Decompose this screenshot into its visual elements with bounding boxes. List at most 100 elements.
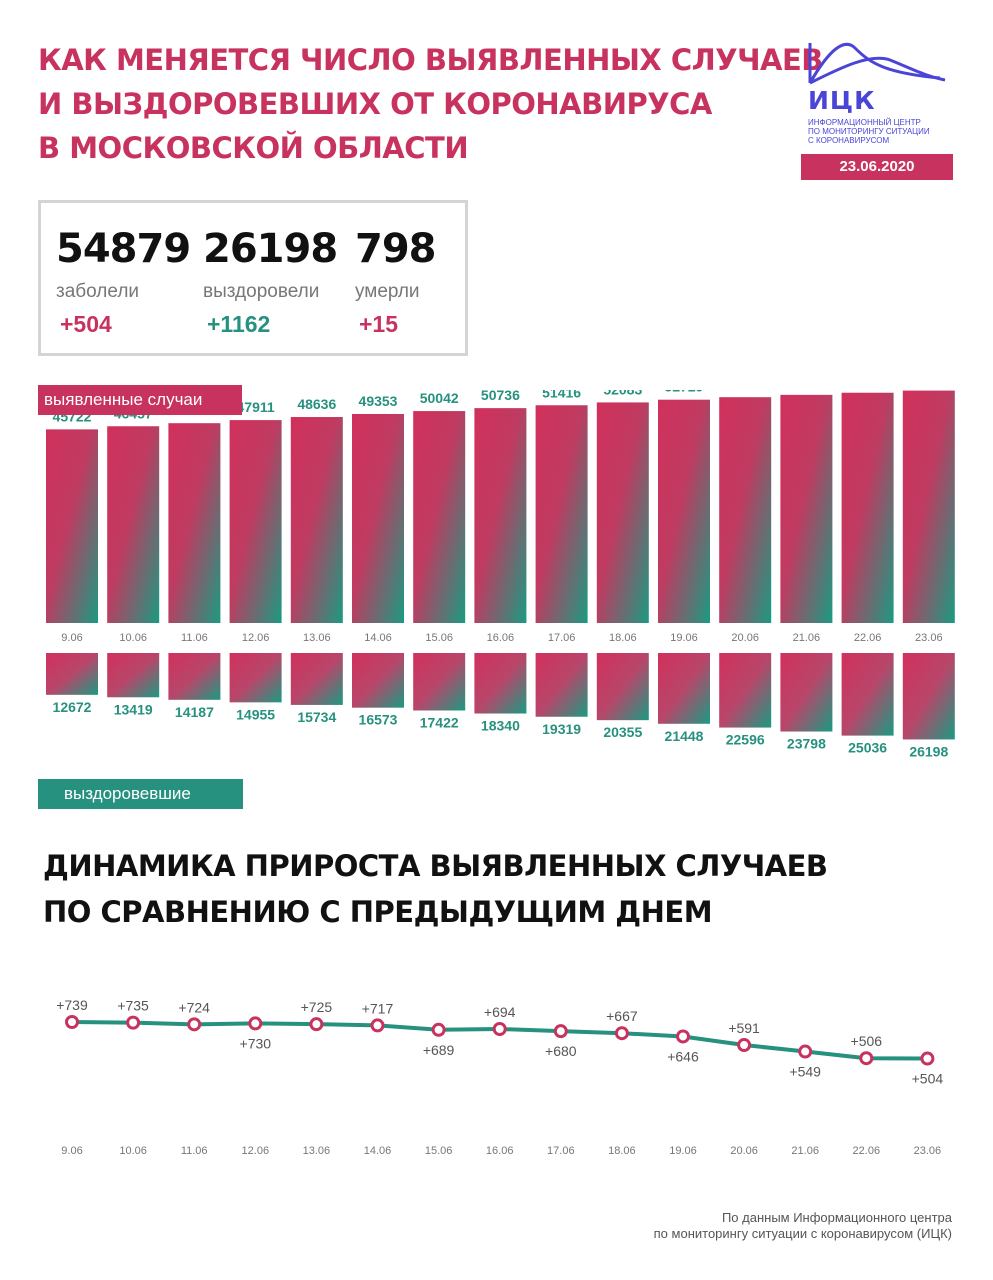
recovered-value-label: 26198 bbox=[909, 743, 948, 759]
cases-value-label: 52083 bbox=[603, 390, 642, 397]
recovered-value-label: 22596 bbox=[726, 732, 765, 748]
logo-subtitle: ИНФОРМАЦИОННЫЙ ЦЕНТР ПО МОНИТОРИНГУ СИТУ… bbox=[808, 118, 958, 145]
cases-bar bbox=[780, 394, 833, 623]
stat-infected: 54879 заболели +504 bbox=[56, 225, 191, 337]
cases-bar bbox=[46, 429, 98, 623]
recovered-bar bbox=[352, 653, 404, 708]
recovered-value-label: 19319 bbox=[542, 721, 581, 737]
stat-delta: +504 bbox=[60, 311, 112, 337]
growth-point bbox=[431, 1022, 446, 1037]
growth-points: +739 +735 +724 +730 +725 +717 +689 +694 +680 +667… bbox=[56, 997, 943, 1087]
logo-subtitle-line: ПО МОНИТОРИНГУ СИТУАЦИИ bbox=[808, 127, 930, 136]
cases-bar bbox=[902, 390, 955, 623]
growth-value-label: +689 bbox=[423, 1042, 455, 1058]
bar-date-label: 17.06 bbox=[548, 632, 576, 644]
recovered-bar bbox=[107, 653, 160, 698]
stats-box: 54879 заболели +504 26198 выздоровели +1… bbox=[38, 200, 468, 356]
bar-date-label: 15.06 bbox=[425, 632, 453, 644]
growth-date-label: 19.06 bbox=[669, 1145, 697, 1157]
stat-deaths: 798 умерли +15 bbox=[355, 225, 436, 337]
source-note: По данным Информационного центра по мони… bbox=[654, 1210, 952, 1242]
recovered-bar bbox=[658, 653, 710, 724]
recovered-value-label: 14187 bbox=[175, 704, 214, 720]
growth-date-label: 11.06 bbox=[181, 1145, 208, 1157]
source-line: по мониторингу ситуации с коронавирусом … bbox=[653, 1226, 952, 1241]
stat-label: заболели bbox=[56, 281, 140, 302]
growth-date-label: 10.06 bbox=[119, 1145, 147, 1157]
growth-date-label: 20.06 bbox=[730, 1145, 758, 1157]
growth-point bbox=[187, 1017, 202, 1032]
bar-date-label: 19.06 bbox=[670, 632, 698, 644]
bar-date-label: 12.06 bbox=[242, 632, 270, 644]
stat-value: 798 bbox=[355, 226, 436, 272]
source-line: По данным Информационного центра bbox=[721, 1210, 952, 1225]
title-line: И ВЫЗДОРОВЕВШИХ ОТ КОРОНАВИРУСА bbox=[38, 87, 712, 121]
growth-value-label: +646 bbox=[667, 1048, 699, 1064]
date-badge: 23.06.2020 bbox=[801, 154, 953, 180]
cases-value-label: 51416 bbox=[542, 390, 581, 400]
recovered-bars: 12672 13419 14187 14955 15734 16573 17422 18340… bbox=[46, 653, 955, 759]
cases-bar bbox=[535, 405, 588, 623]
bar-date-label: 21.06 bbox=[793, 632, 821, 644]
cases-bars: 4572246457471814791148636493535004250736… bbox=[46, 390, 955, 623]
growth-value-label: +504 bbox=[912, 1071, 944, 1087]
stat-value: 54879 bbox=[56, 226, 191, 272]
recovered-bar bbox=[902, 653, 955, 740]
bar-date-label: 14.06 bbox=[364, 632, 392, 644]
logo-name: ИЦК bbox=[808, 86, 876, 115]
growth-date-label: 15.06 bbox=[425, 1145, 453, 1157]
growth-point bbox=[676, 1029, 690, 1044]
recovered-value-label: 13419 bbox=[114, 701, 153, 717]
cases-bar bbox=[413, 411, 466, 623]
itsk-logo: ИЦК ИНФОРМАЦИОННЫЙ ЦЕНТР ПО МОНИТОРИНГУ … bbox=[800, 38, 955, 145]
bar-date-label: 18.06 bbox=[609, 632, 637, 644]
recovered-bar bbox=[596, 653, 649, 721]
cases-bar bbox=[596, 402, 649, 623]
cases-bar bbox=[719, 397, 772, 623]
growth-point bbox=[309, 1017, 324, 1032]
cases-bar bbox=[290, 417, 343, 623]
cases-bar bbox=[352, 413, 404, 623]
recovered-value-label: 21448 bbox=[665, 728, 704, 744]
recovered-bar bbox=[535, 653, 588, 717]
recovered-value-label: 25036 bbox=[848, 740, 887, 756]
growth-value-label: +549 bbox=[789, 1064, 821, 1080]
recovered-value-label: 16573 bbox=[359, 712, 398, 728]
recovered-bar bbox=[290, 653, 343, 705]
growth-point bbox=[798, 1044, 813, 1059]
recovered-bar bbox=[229, 653, 282, 703]
growth-date-label: 18.06 bbox=[608, 1145, 636, 1157]
growth-point bbox=[737, 1038, 752, 1053]
growth-date-label: 13.06 bbox=[303, 1145, 331, 1157]
growth-point bbox=[492, 1021, 507, 1036]
growth-point bbox=[553, 1024, 568, 1039]
bar-date-label: 23.06 bbox=[915, 632, 943, 644]
bar-date-label: 20.06 bbox=[731, 632, 759, 644]
bar-date-label: 13.06 bbox=[303, 632, 331, 644]
growth-point bbox=[614, 1026, 629, 1041]
bar-date-label: 22.06 bbox=[854, 632, 882, 644]
recovered-value-label: 20355 bbox=[603, 724, 642, 740]
growth-point bbox=[126, 1015, 141, 1030]
cases-bar bbox=[841, 392, 894, 623]
stat-delta: +15 bbox=[359, 311, 399, 337]
recovered-value-label: 14955 bbox=[236, 706, 275, 722]
cases-value-label: 48636 bbox=[297, 396, 336, 412]
growth-point bbox=[920, 1051, 935, 1066]
recovered-bar bbox=[841, 653, 894, 736]
stat-recovered: 26198 выздоровели +1162 bbox=[203, 225, 338, 337]
logo-wave-icon bbox=[808, 42, 946, 85]
logo-subtitle-line: ИНФОРМАЦИОННЫЙ ЦЕНТР bbox=[808, 118, 921, 127]
title-line: В МОСКОВСКОЙ ОБЛАСТИ bbox=[38, 131, 469, 165]
growth-value-label: +506 bbox=[851, 1033, 883, 1049]
bar-date-label: 16.06 bbox=[487, 632, 515, 644]
growth-point bbox=[370, 1018, 385, 1033]
cases-tag: выявленные случаи bbox=[38, 385, 242, 415]
recovered-value-label: 15734 bbox=[297, 709, 336, 725]
stat-label: умерли bbox=[355, 281, 420, 302]
growth-date-label: 17.06 bbox=[547, 1145, 575, 1157]
growth-date-label: 23.06 bbox=[914, 1145, 942, 1157]
cases-bar bbox=[474, 408, 527, 623]
growth-value-label: +694 bbox=[484, 1004, 516, 1020]
cases-value-label: 52729 bbox=[665, 390, 704, 395]
